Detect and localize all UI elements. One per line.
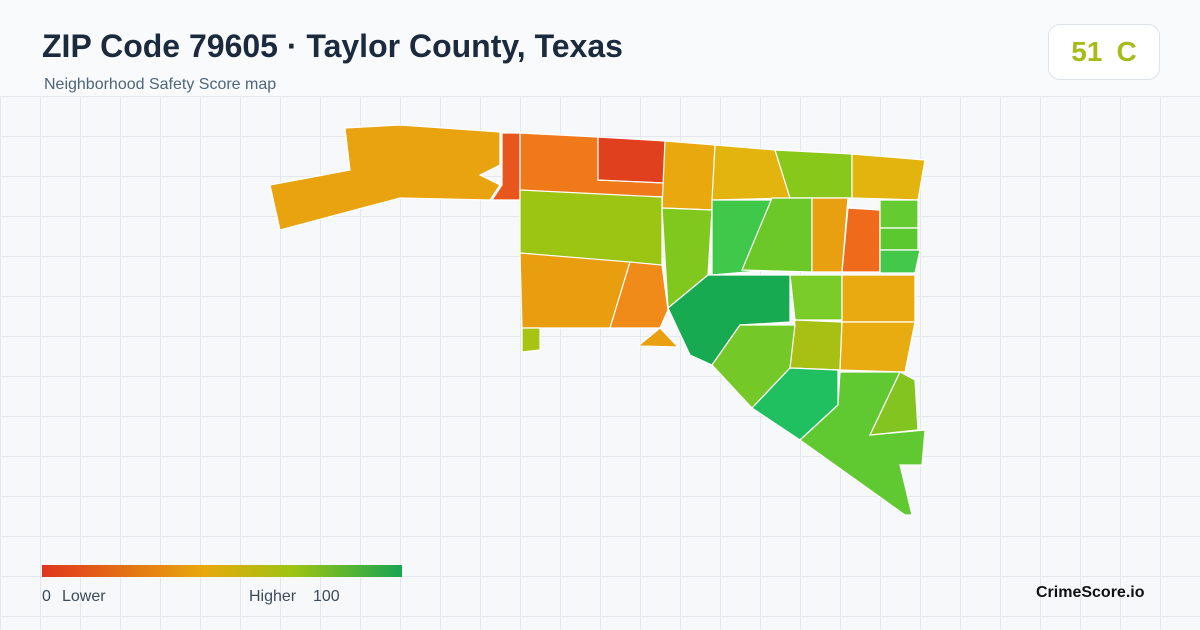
area: [269, 124, 501, 231]
area: [841, 274, 916, 323]
brand: CrimeScore.io: [1036, 584, 1145, 601]
legend-max: 100: [313, 588, 340, 605]
area: [711, 324, 796, 409]
area: [879, 249, 921, 274]
grade: C: [1116, 36, 1137, 67]
area: [879, 199, 919, 229]
area: [751, 367, 839, 441]
legend-gradient: [42, 565, 402, 577]
area: [789, 274, 843, 321]
neighborhoods: [269, 124, 926, 516]
title: ZIP Code 79605 · Taylor County, Texas: [42, 28, 623, 64]
area: [841, 207, 881, 273]
area: [839, 321, 916, 373]
legend-min-label: Lower: [62, 588, 106, 605]
area: [521, 327, 541, 353]
score-badge: 51 C: [1048, 24, 1160, 80]
area: [851, 153, 926, 201]
legend-min: 0: [42, 588, 51, 605]
area: [661, 140, 716, 211]
score: 51: [1071, 36, 1103, 67]
subtitle: Neighborhood Safety Score map: [44, 76, 277, 93]
legend-max-label: Higher: [249, 588, 297, 605]
area: [636, 327, 680, 348]
area: [667, 274, 791, 366]
area: [789, 319, 843, 371]
area: [799, 371, 926, 516]
area: [879, 227, 919, 251]
area: [490, 132, 521, 201]
area: [868, 371, 919, 436]
header: [0, 0, 1200, 96]
area: [597, 136, 666, 184]
area: [609, 261, 669, 329]
